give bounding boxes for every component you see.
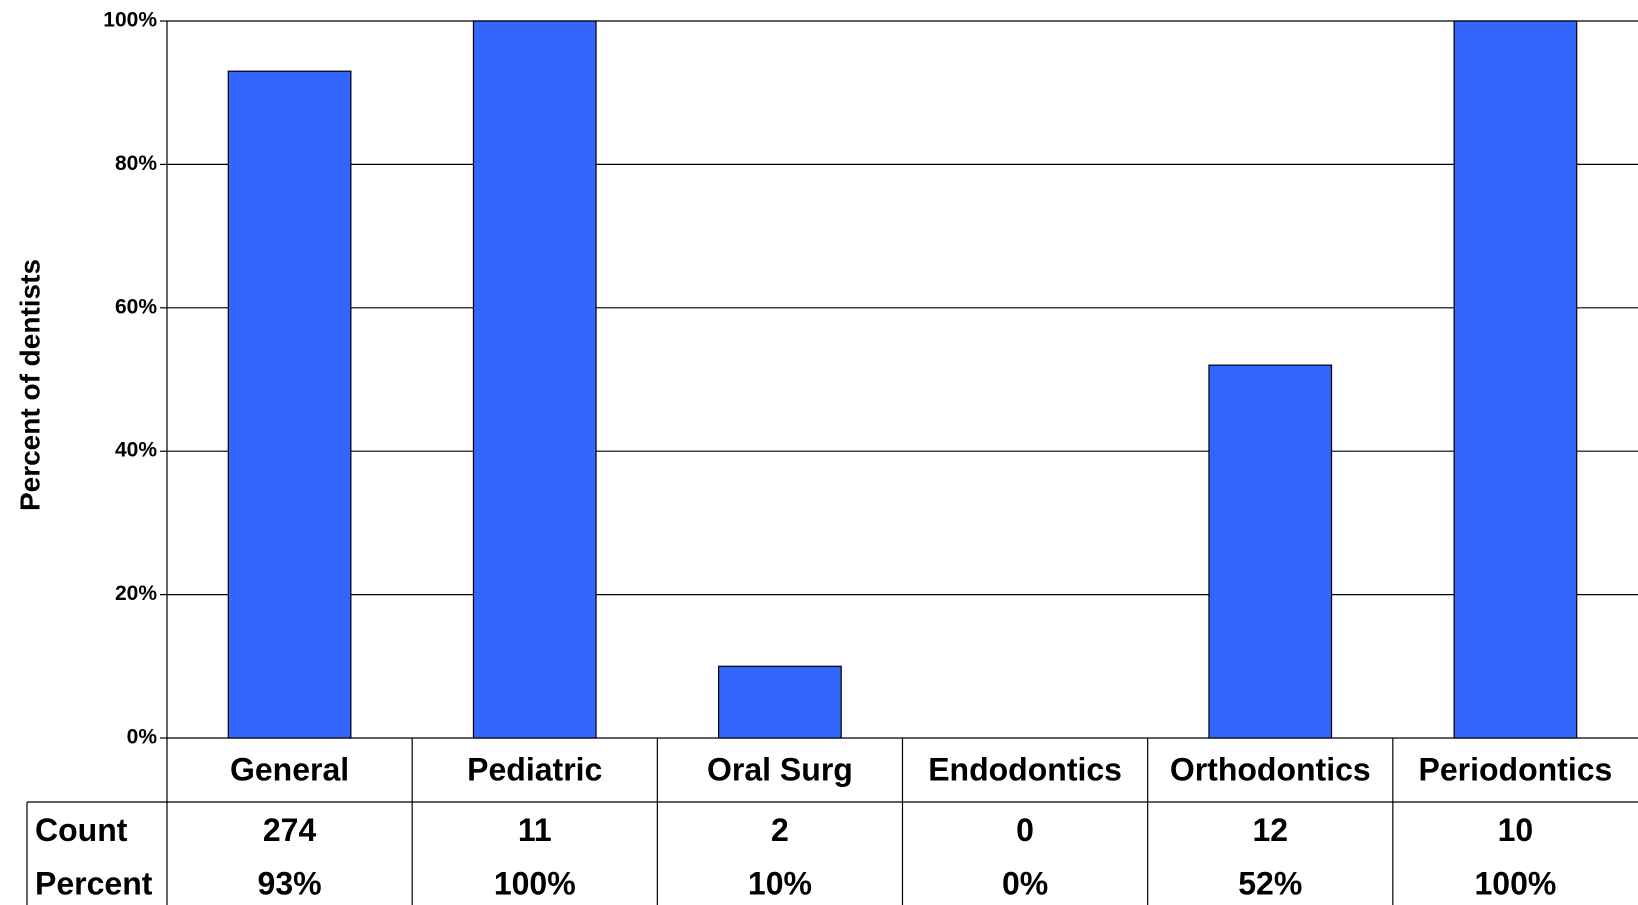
y-tick-label: 40% [115, 439, 157, 462]
percent-cell: 10% [748, 865, 812, 901]
y-tick-label: 0% [127, 726, 158, 749]
row-header: Percent [35, 865, 153, 901]
category-label: Oral Surg [707, 751, 853, 787]
count-cell: 0 [1016, 812, 1034, 848]
bar [1453, 20, 1578, 739]
category-label: Endodontics [928, 751, 1122, 787]
count-cell: 10 [1498, 812, 1534, 848]
y-tick-label: 100% [103, 9, 157, 32]
category-label: Orthodontics [1170, 751, 1371, 787]
category-label: Pediatric [467, 751, 602, 787]
percent-cell: 100% [494, 865, 576, 901]
count-cell: 12 [1252, 812, 1288, 848]
category-label: Periodontics [1419, 751, 1613, 787]
percent-cell: 100% [1474, 865, 1556, 901]
percent-cell: 93% [258, 865, 322, 901]
row-header: Count [35, 812, 128, 848]
count-cell: 2 [771, 812, 789, 848]
count-cell: 11 [518, 812, 552, 848]
percent-cell: 0% [1002, 865, 1048, 901]
percent-cell: 52% [1238, 865, 1302, 901]
bar [718, 665, 842, 739]
y-axis-label: Percent of dentists [14, 259, 45, 511]
y-tick-label: 80% [115, 152, 157, 175]
bar [472, 20, 597, 739]
bar [1208, 364, 1333, 739]
y-tick-label: 20% [115, 582, 157, 605]
bar [227, 70, 352, 739]
y-tick-label: 60% [115, 295, 157, 318]
count-cell: 274 [263, 812, 317, 848]
category-label: General [230, 751, 349, 787]
